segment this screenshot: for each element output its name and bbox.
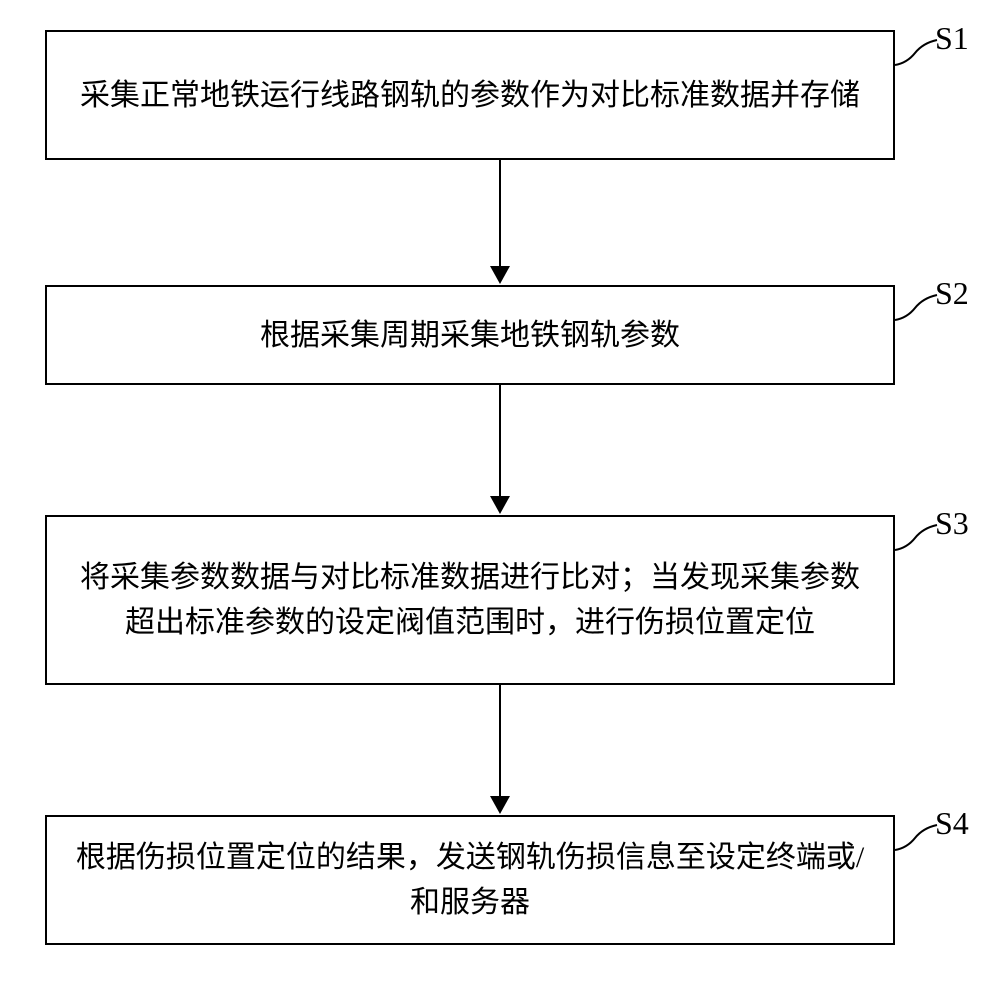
step-text-s1: 采集正常地铁运行线路钢轨的参数作为对比标准数据并存储 <box>80 73 860 118</box>
step-label-s2: S2 <box>935 275 969 312</box>
step-box-s3: 将采集参数数据与对比标准数据进行比对；当发现采集参数超出标准参数的设定阀值范围时… <box>45 515 895 685</box>
step-text-s3: 将采集参数数据与对比标准数据进行比对；当发现采集参数超出标准参数的设定阀值范围时… <box>67 555 873 645</box>
step-text-s4: 根据伤损位置定位的结果，发送钢轨伤损信息至设定终端或/和服务器 <box>67 835 873 925</box>
step-label-s3: S3 <box>935 505 969 542</box>
arrow-s3-s4 <box>490 685 510 814</box>
step-box-s1: 采集正常地铁运行线路钢轨的参数作为对比标准数据并存储 <box>45 30 895 160</box>
arrow-s2-s3 <box>490 385 510 514</box>
step-box-s4: 根据伤损位置定位的结果，发送钢轨伤损信息至设定终端或/和服务器 <box>45 815 895 945</box>
arrow-s1-s2 <box>490 160 510 284</box>
step-box-s2: 根据采集周期采集地铁钢轨参数 <box>45 285 895 385</box>
step-label-s4: S4 <box>935 805 969 842</box>
step-label-s1: S1 <box>935 20 969 57</box>
step-text-s2: 根据采集周期采集地铁钢轨参数 <box>260 313 680 358</box>
flowchart-container: 采集正常地铁运行线路钢轨的参数作为对比标准数据并存储 S1 根据采集周期采集地铁… <box>0 0 1000 996</box>
